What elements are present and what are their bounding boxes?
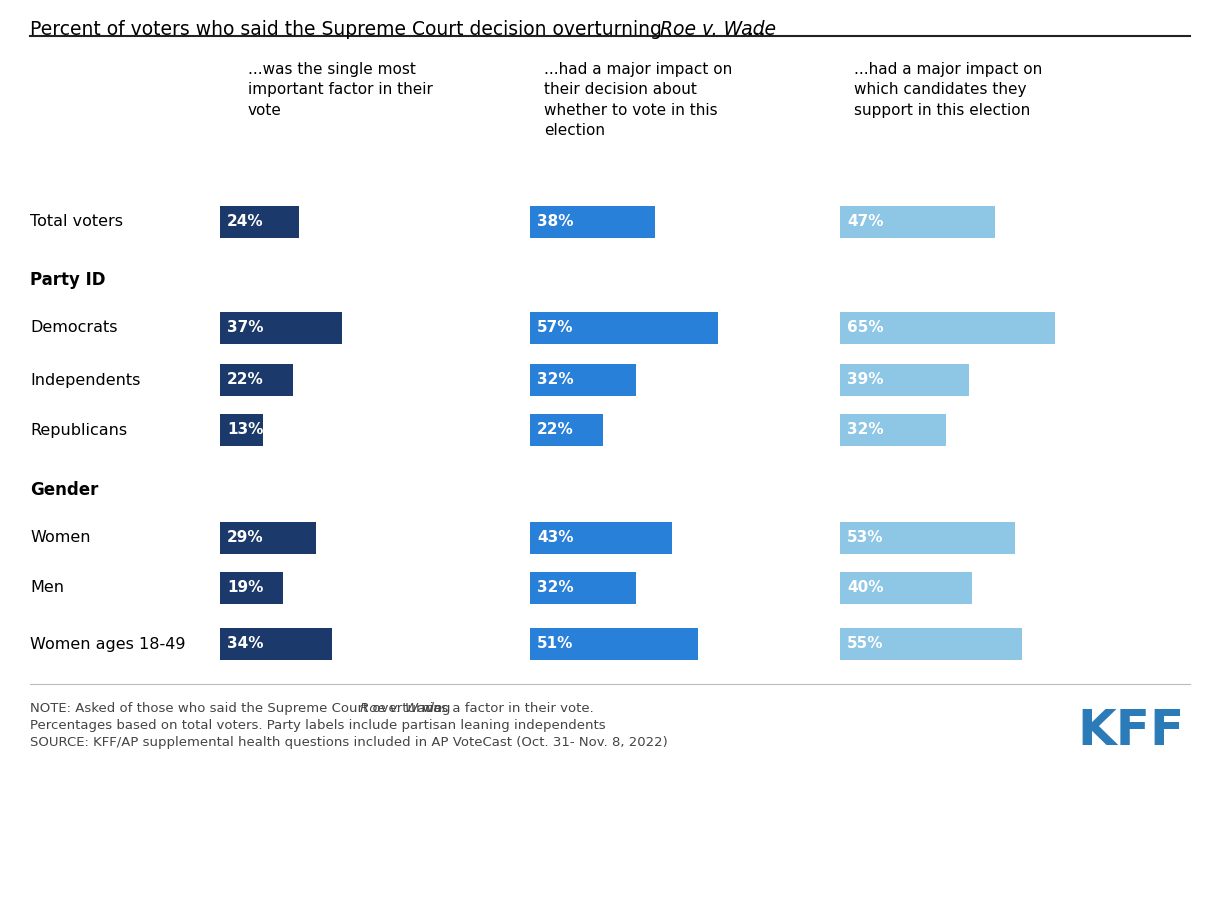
Text: 47%: 47%	[847, 215, 883, 229]
Bar	[841, 312, 1054, 344]
Text: 24%: 24%	[227, 215, 264, 229]
Bar	[220, 414, 262, 446]
Bar	[841, 364, 969, 396]
Text: Women ages 18-49: Women ages 18-49	[30, 637, 185, 651]
Bar	[529, 522, 672, 554]
Text: 32%: 32%	[537, 581, 573, 595]
Text: 13%: 13%	[227, 422, 264, 437]
Bar	[841, 572, 972, 604]
Text: Roe v. Wade: Roe v. Wade	[360, 702, 442, 715]
Text: KFF: KFF	[1077, 707, 1185, 755]
Bar	[220, 628, 332, 660]
Bar	[529, 364, 636, 396]
Text: Gender: Gender	[30, 481, 99, 499]
Text: was a factor in their vote.: was a factor in their vote.	[418, 702, 594, 715]
Text: ...had a major impact on
which candidates they
support in this election: ...had a major impact on which candidate…	[854, 62, 1042, 118]
Text: 19%: 19%	[227, 581, 264, 595]
Text: 32%: 32%	[847, 422, 883, 437]
Bar	[220, 312, 342, 344]
Text: 51%: 51%	[537, 637, 573, 651]
Text: Men: Men	[30, 581, 63, 595]
Text: 39%: 39%	[847, 373, 883, 388]
Text: Republicans: Republicans	[30, 422, 127, 437]
Text: 57%: 57%	[537, 320, 573, 336]
Text: 34%: 34%	[227, 637, 264, 651]
Text: Party ID: Party ID	[30, 271, 105, 289]
Text: 65%: 65%	[847, 320, 883, 336]
Bar	[841, 414, 946, 446]
Text: NOTE: Asked of those who said the Supreme Court overturning: NOTE: Asked of those who said the Suprem…	[30, 702, 455, 715]
Text: ...had a major impact on
their decision about
whether to vote in this
election: ...had a major impact on their decision …	[544, 62, 732, 138]
Bar	[529, 628, 698, 660]
Text: Roe v. Wade: Roe v. Wade	[660, 20, 776, 39]
Bar	[529, 312, 719, 344]
Text: Total voters: Total voters	[30, 215, 123, 229]
Text: 40%: 40%	[847, 581, 883, 595]
Text: Democrats: Democrats	[30, 320, 117, 336]
Text: 53%: 53%	[847, 530, 883, 546]
Text: 55%: 55%	[847, 637, 883, 651]
Text: 22%: 22%	[227, 373, 264, 388]
Bar	[529, 206, 655, 238]
Bar	[220, 364, 293, 396]
Text: ...was the single most
important factor in their
vote: ...was the single most important factor …	[248, 62, 432, 118]
Text: Percentages based on total voters. Party labels include partisan leaning indepen: Percentages based on total voters. Party…	[30, 719, 605, 732]
Text: ...: ...	[748, 20, 766, 39]
Text: SOURCE: KFF/AP supplemental health questions included in AP VoteCast (Oct. 31- N: SOURCE: KFF/AP supplemental health quest…	[30, 736, 667, 749]
Text: Women: Women	[30, 530, 90, 546]
Bar	[841, 628, 1021, 660]
Bar	[841, 206, 996, 238]
Text: 37%: 37%	[227, 320, 264, 336]
Bar	[220, 572, 283, 604]
Text: Percent of voters who said the Supreme Court decision overturning: Percent of voters who said the Supreme C…	[30, 20, 667, 39]
Text: 29%: 29%	[227, 530, 264, 546]
Text: 43%: 43%	[537, 530, 573, 546]
Text: 38%: 38%	[537, 215, 573, 229]
Text: Independents: Independents	[30, 373, 140, 388]
Bar	[841, 522, 1015, 554]
Bar	[529, 572, 636, 604]
Bar	[220, 206, 299, 238]
Bar	[220, 522, 316, 554]
Bar	[529, 414, 603, 446]
Text: 32%: 32%	[537, 373, 573, 388]
Text: 22%: 22%	[537, 422, 573, 437]
